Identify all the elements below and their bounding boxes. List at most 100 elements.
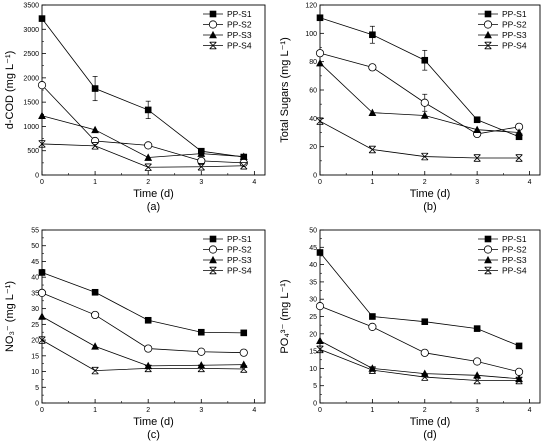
x-tick-label: 2 xyxy=(423,407,427,414)
data-point xyxy=(473,116,481,124)
series-line xyxy=(41,143,244,168)
y-tick-label: 10 xyxy=(31,369,39,376)
data-point xyxy=(240,162,248,170)
x-tick-label: 2 xyxy=(146,179,150,186)
data-point xyxy=(515,342,523,350)
data-point xyxy=(197,156,206,166)
series-pp-s4 xyxy=(38,336,248,375)
data-point xyxy=(91,85,99,92)
data-point xyxy=(316,249,324,256)
data-point xyxy=(316,58,324,67)
x-tick-label: 1 xyxy=(370,179,374,186)
data-point xyxy=(473,154,481,162)
series-pp-s2 xyxy=(315,302,524,376)
legend-marker xyxy=(484,41,492,50)
series-line xyxy=(41,272,244,334)
data-point xyxy=(368,145,376,154)
data-point xyxy=(473,125,482,133)
series-line xyxy=(319,120,520,159)
y-tick-label: 2000 xyxy=(23,75,39,82)
data-point xyxy=(473,371,482,379)
panel-label: (d) xyxy=(423,429,436,441)
x-tick-label: 0 xyxy=(318,179,322,186)
series-line xyxy=(319,348,520,381)
data-point xyxy=(37,81,47,90)
series-pp-s3 xyxy=(38,312,248,370)
y-tick-label: 35 xyxy=(309,279,317,286)
series-pp-s2 xyxy=(37,288,248,357)
data-point xyxy=(368,322,377,331)
data-point xyxy=(38,140,46,148)
data-point xyxy=(144,316,152,324)
data-point xyxy=(38,336,46,344)
y-tick-label: 500 xyxy=(27,148,39,155)
y-tick-label: 40 xyxy=(31,275,39,282)
x-tick-label: 0 xyxy=(40,407,44,414)
legend-label: PP-S3 xyxy=(227,255,252,265)
data-point xyxy=(316,336,324,345)
data-point xyxy=(38,312,46,320)
x-tick-label: 1 xyxy=(93,407,97,414)
x-tick-label: 2 xyxy=(423,179,427,186)
y-tick-label: 20 xyxy=(31,338,39,345)
data-point xyxy=(90,310,100,320)
series-line xyxy=(41,18,244,158)
y-tick-label: 0 xyxy=(35,173,39,180)
y-tick-label: 45 xyxy=(31,259,39,266)
legend-label: PP-S2 xyxy=(227,20,252,30)
y-tick-label: 1000 xyxy=(23,124,39,131)
y-tick-label: 35 xyxy=(31,290,39,297)
series-pp-s4 xyxy=(316,117,523,162)
y-tick-label: 3500 xyxy=(23,3,39,10)
y-tick-label: 20 xyxy=(309,331,317,338)
y-tick-label: 1500 xyxy=(23,100,39,107)
y-axis-title: d-COD (mg L⁻¹) xyxy=(4,51,16,130)
legend-label: PP-S2 xyxy=(502,20,527,30)
x-axis-title: Time (d) xyxy=(133,416,174,428)
data-point xyxy=(421,152,429,161)
data-point xyxy=(473,357,482,366)
series-pp-s2 xyxy=(37,81,248,167)
y-tick-label: 40 xyxy=(309,262,317,269)
legend-marker xyxy=(209,10,217,18)
legend-marker xyxy=(209,266,217,275)
data-point xyxy=(144,153,153,161)
data-point xyxy=(315,49,325,58)
y-tick-label: 5 xyxy=(313,383,317,390)
legend-label: PP-S4 xyxy=(227,266,252,276)
data-point xyxy=(420,111,429,119)
data-point xyxy=(197,364,205,373)
data-point xyxy=(91,288,99,296)
data-point xyxy=(91,342,99,350)
y-tick-label: 100 xyxy=(305,31,317,38)
x-tick-label: 3 xyxy=(199,407,203,414)
series-line xyxy=(319,340,520,380)
x-axis-title: Time (d) xyxy=(133,188,174,200)
series-line xyxy=(41,292,244,354)
x-tick-label: 2 xyxy=(146,407,150,414)
y-tick-label: 2500 xyxy=(23,51,39,58)
y-tick-label: 15 xyxy=(31,353,39,360)
data-point xyxy=(514,367,524,376)
panel-label: (b) xyxy=(423,201,436,213)
series-line xyxy=(41,316,244,367)
chart-panel-a: 0 1 2 3 4 0 500 1000 1500 2000 2500 3000 3500 Time (d… xyxy=(4,3,266,213)
x-tick-label: 4 xyxy=(528,179,532,186)
x-axis-title: Time (d) xyxy=(410,416,451,428)
data-point xyxy=(421,56,429,64)
x-tick-label: 4 xyxy=(252,407,256,414)
data-point xyxy=(240,329,248,337)
series-line xyxy=(319,52,520,135)
data-point xyxy=(240,365,248,373)
x-axis-title: Time (d) xyxy=(410,188,451,200)
data-point xyxy=(197,347,206,356)
data-point xyxy=(144,106,152,114)
data-point xyxy=(91,142,99,150)
y-tick-label: 30 xyxy=(31,306,39,313)
series-pp-s4 xyxy=(38,140,248,171)
data-point xyxy=(316,117,324,125)
x-tick-label: 1 xyxy=(93,179,97,186)
